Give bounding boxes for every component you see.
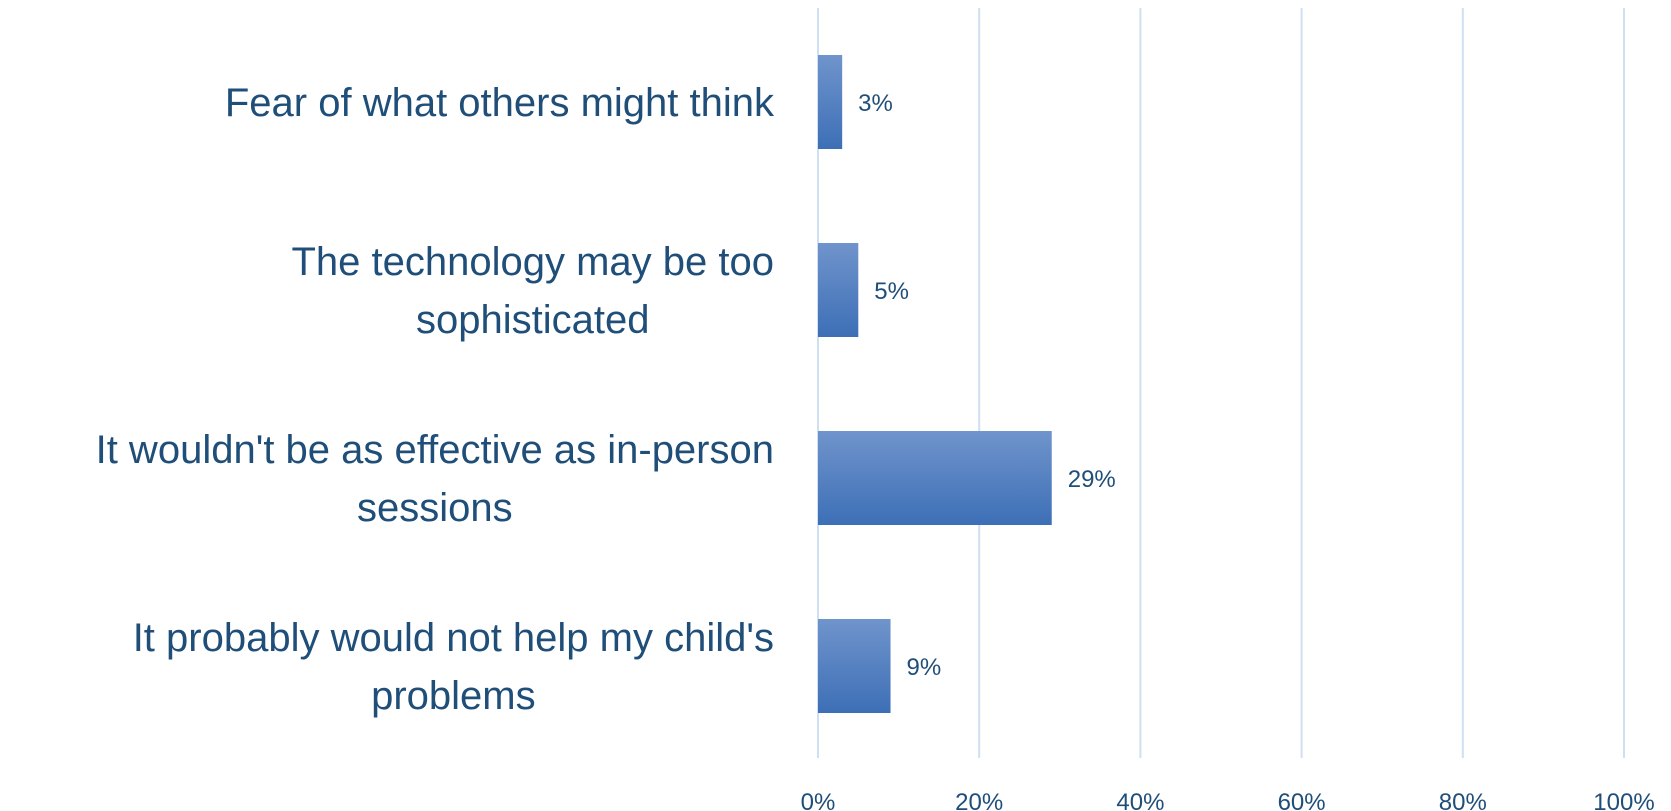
data-label: 9% <box>907 654 942 681</box>
x-tick-label: 20% <box>955 789 1003 811</box>
category-label-line: It probably would not help my child's <box>133 616 774 660</box>
category-label-line: It wouldn't be as effective as in-person <box>96 428 774 472</box>
category-label: It probably would not help my child's pro… <box>133 616 774 718</box>
x-tick-label: 0% <box>801 789 836 811</box>
x-tick-label: 60% <box>1278 789 1326 811</box>
data-label: 3% <box>858 90 893 117</box>
x-tick-label: 100% <box>1593 789 1654 811</box>
bar <box>818 55 843 149</box>
bar <box>818 243 859 337</box>
bars: 3% 5% 29% 9% <box>818 55 1116 713</box>
category-label-line: sessions <box>357 486 513 530</box>
x-tick-label: 80% <box>1439 789 1487 811</box>
data-label: 5% <box>874 278 909 305</box>
x-axis-tick-labels: 0% 20% 40% 60% 80% 100% <box>801 789 1655 811</box>
bar <box>818 619 891 713</box>
category-label-line: problems <box>371 674 536 718</box>
x-tick-label: 40% <box>1116 789 1164 811</box>
category-label: The technology may be too sophisticated <box>291 240 774 342</box>
category-label: It wouldn't be as effective as in-person… <box>96 428 774 530</box>
data-label: 29% <box>1068 466 1116 493</box>
bar <box>818 431 1052 525</box>
category-label-line: sophisticated <box>416 298 649 342</box>
gridlines <box>817 8 1625 758</box>
category-label: Fear of what others might think <box>225 81 775 125</box>
category-labels: Fear of what others might think The techn… <box>96 81 775 718</box>
category-label-line: Fear of what others might think <box>225 81 775 125</box>
category-label-line: The technology may be too <box>291 240 774 284</box>
